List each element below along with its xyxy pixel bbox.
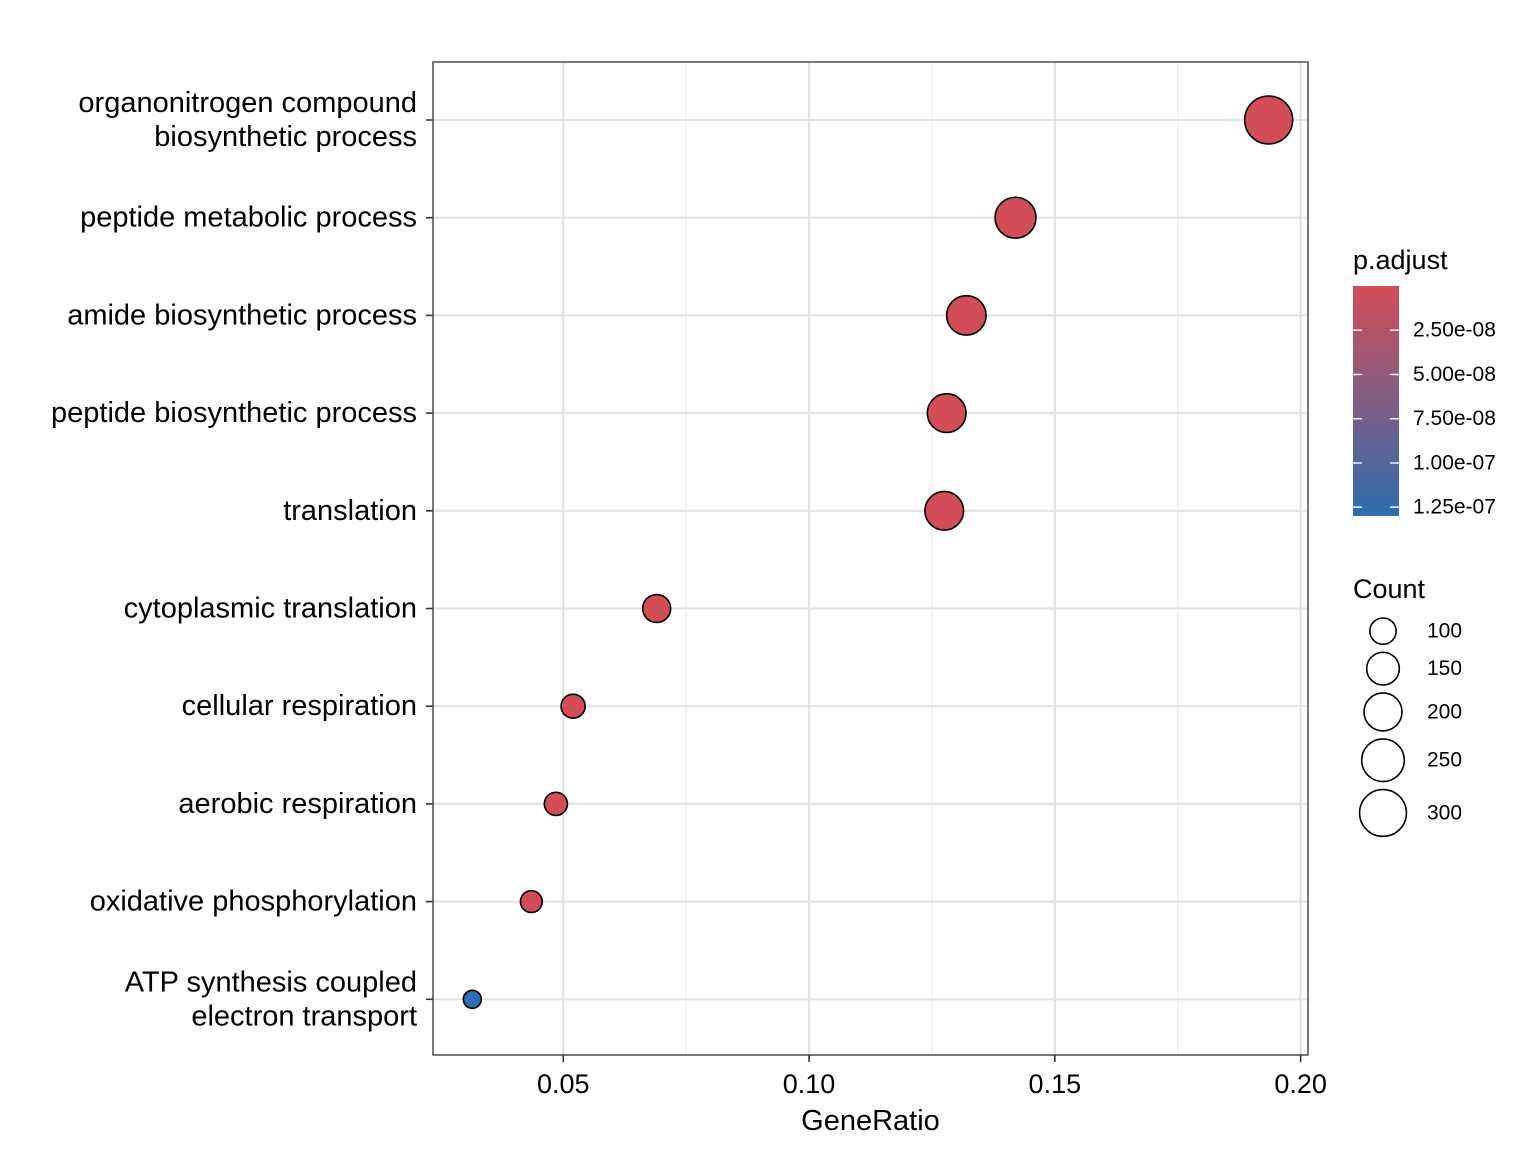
size-legend-key: [1365, 651, 1401, 686]
colorbar-tick-label: 1.00e-07: [1413, 451, 1496, 474]
colorbar-tick-label: 5.00e-08: [1413, 363, 1496, 386]
x-axis: 0.05 0.10 0.15 0.20: [537, 1055, 1327, 1099]
color-legend-title: p.adjust: [1353, 245, 1448, 275]
colorbar-tick-label: 7.50e-08: [1413, 407, 1496, 430]
y-tick-label: aerobic respiration: [178, 788, 417, 820]
data-point: [994, 196, 1037, 239]
data-point: [641, 593, 672, 624]
size-legend-key: [1369, 617, 1397, 646]
size-legend-label: 100: [1427, 620, 1462, 643]
color-legend: p.adjust 2.50e-08 5.00e-08 7.50e-08 1.00e-0…: [1353, 245, 1496, 519]
y-tick-label: electron transport: [191, 1000, 417, 1032]
data-point: [543, 791, 569, 817]
y-tick-label: translation: [283, 495, 417, 527]
data-point: [926, 392, 967, 434]
size-legend-key: [1363, 692, 1403, 732]
x-tick-label: 0.10: [783, 1069, 836, 1099]
colorbar-ticks: 2.50e-08 5.00e-08 7.50e-08 1.00e-07 1.25e-07: [1353, 319, 1496, 519]
size-legend-label: 300: [1427, 801, 1462, 824]
size-legend: Count 100 150 200 250 300: [1353, 574, 1462, 838]
data-point: [462, 989, 483, 1010]
size-legend-label: 200: [1427, 700, 1462, 723]
size-legend-keys: 100 150 200 250 300: [1358, 617, 1462, 838]
y-tick-label: biosynthetic process: [154, 121, 417, 153]
y-tick-label: amide biosynthetic process: [67, 299, 417, 331]
size-legend-key: [1360, 738, 1406, 783]
data-point: [1243, 95, 1294, 145]
x-axis-title: GeneRatio: [801, 1105, 940, 1137]
y-tick-label: oxidative phosphorylation: [90, 886, 417, 918]
x-tick-label: 0.20: [1274, 1069, 1327, 1099]
y-tick-label: cellular respiration: [182, 690, 417, 722]
x-tick-label: 0.15: [1029, 1069, 1082, 1099]
data-point: [519, 889, 544, 914]
colorbar-tick-label: 2.50e-08: [1413, 319, 1496, 342]
data-point: [924, 490, 965, 531]
colorbar-tick-label: 1.25e-07: [1413, 496, 1496, 519]
y-tick-label: peptide biosynthetic process: [51, 397, 417, 429]
y-tick-label: organonitrogen compound: [78, 87, 417, 119]
data-point: [560, 693, 586, 720]
data-point: [945, 294, 987, 336]
size-legend-key: [1358, 788, 1408, 838]
y-tick-label: ATP synthesis coupled: [125, 966, 417, 998]
size-legend-title: Count: [1353, 574, 1426, 604]
x-tick-label: 0.05: [537, 1069, 590, 1099]
colorbar: [1353, 286, 1399, 516]
grid-lines: [433, 62, 1308, 1055]
data-points: [462, 95, 1294, 1010]
size-legend-label: 150: [1427, 657, 1462, 680]
size-legend-label: 250: [1427, 749, 1462, 772]
y-tick-label: peptide metabolic process: [80, 202, 417, 234]
panel-border: [432, 61, 1309, 1056]
y-tick-label: cytoplasmic translation: [124, 593, 417, 625]
